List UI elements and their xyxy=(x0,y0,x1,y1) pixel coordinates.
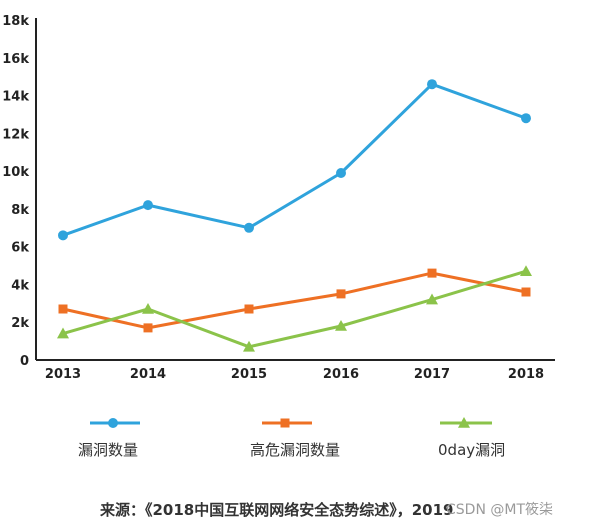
data-point-marker xyxy=(427,268,437,278)
series-markers xyxy=(57,79,532,352)
watermark: CSDN @MT筱柒 xyxy=(446,501,553,518)
y-tick-label: 2k xyxy=(11,316,29,331)
series-line-1 xyxy=(62,271,527,330)
data-point-marker xyxy=(336,289,346,299)
source-caption: 来源：《2018中国互联网网络安全态势综述》，2019 xyxy=(99,501,454,519)
y-tick-label: 8k xyxy=(11,203,29,218)
y-tick-label: 6k xyxy=(11,241,29,256)
legend-marker xyxy=(458,417,470,428)
data-point-marker xyxy=(58,230,68,241)
data-point-marker xyxy=(335,320,347,331)
data-point-marker xyxy=(426,293,438,305)
data-point-marker xyxy=(336,168,346,178)
legend-label: 0day漏洞 xyxy=(438,441,505,459)
y-tick-label: 12k xyxy=(2,127,29,142)
data-point-marker xyxy=(143,200,153,211)
x-tick-label: 2014 xyxy=(130,367,166,382)
legend-item: 漏洞数量 xyxy=(78,418,140,459)
data-point-marker xyxy=(57,327,69,339)
legend-label: 高危漏洞数量 xyxy=(250,441,340,459)
x-tick-label: 2018 xyxy=(508,367,544,382)
legend-label: 漏洞数量 xyxy=(78,441,138,459)
y-tick-label: 14k xyxy=(2,90,29,105)
data-point-marker xyxy=(244,222,254,233)
x-tick-label: 2015 xyxy=(231,367,267,382)
y-tick-label: 4k xyxy=(11,278,29,293)
y-tick-label: 0 xyxy=(20,354,29,369)
data-point-marker xyxy=(427,79,437,90)
chart-axes xyxy=(35,18,555,361)
data-point-marker xyxy=(521,113,531,124)
y-tick-label: 10k xyxy=(2,165,29,180)
legend-marker xyxy=(280,418,290,428)
data-point-marker xyxy=(58,304,68,314)
x-tick-label: 2016 xyxy=(323,367,359,382)
data-point-marker xyxy=(244,304,254,314)
data-point-marker xyxy=(520,265,532,277)
legend-item: 高危漏洞数量 xyxy=(250,418,340,459)
legend: 漏洞数量 高危漏洞数量 0day漏洞 xyxy=(78,417,505,459)
series-line-2 xyxy=(62,269,527,349)
y-tick-labels: 0 2k 4k 6k 8k 10k 12k 14k 16k 18k xyxy=(2,14,29,369)
series-line-0 xyxy=(62,82,527,237)
series-lines xyxy=(62,82,527,349)
legend-item: 0day漏洞 xyxy=(438,417,505,459)
x-tick-label: 2017 xyxy=(414,367,450,382)
legend-marker xyxy=(108,418,118,428)
y-tick-label: 16k xyxy=(2,52,29,67)
data-point-marker xyxy=(142,303,154,314)
y-tick-label: 18k xyxy=(2,14,29,29)
data-point-marker xyxy=(521,287,531,297)
data-point-marker xyxy=(143,323,153,333)
x-tick-label: 2013 xyxy=(45,367,81,382)
data-point-marker xyxy=(243,340,255,352)
x-tick-labels: 2013 2014 2015 2016 2017 2018 xyxy=(45,367,544,382)
